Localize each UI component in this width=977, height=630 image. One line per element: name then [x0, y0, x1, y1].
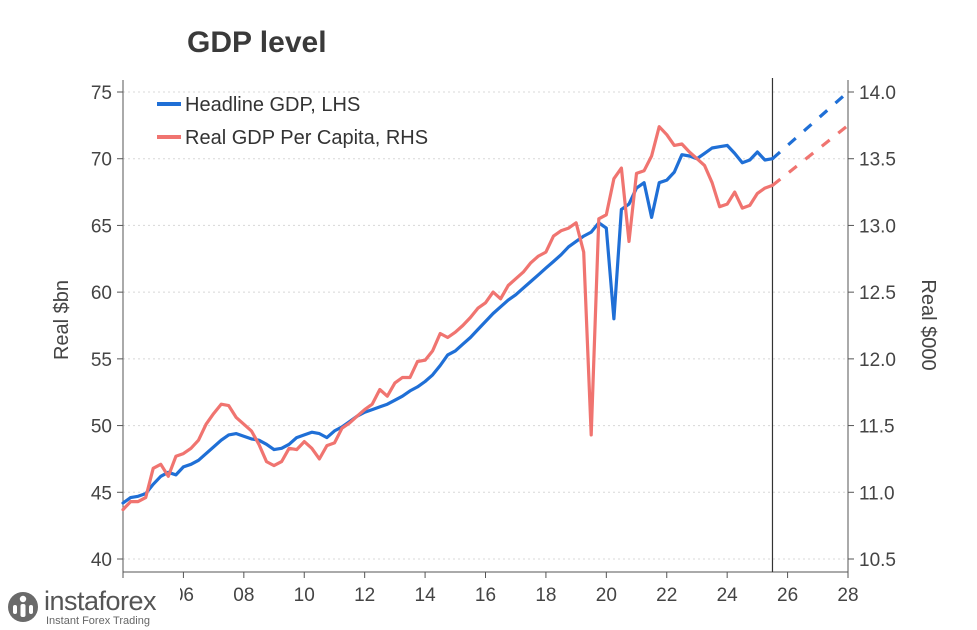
series-lines: [121, 90, 850, 512]
y-left-tick-label: 60: [91, 283, 112, 304]
y-axis-right-label: Real $000: [917, 279, 939, 370]
watermark-tagline: Instant Forex Trading: [46, 615, 150, 627]
x-tick-label: 26: [777, 585, 798, 606]
y-axis-left-label: Real $bn: [51, 280, 73, 360]
x-tick-label: 08: [233, 585, 254, 606]
x-tick-label: 16: [475, 585, 496, 606]
y-right-tick-label: 10.5: [859, 550, 896, 571]
y-left-tick-label: 55: [91, 350, 112, 371]
y-right-tick-label: 12.0: [859, 350, 896, 371]
x-tick-label: 22: [656, 585, 677, 606]
y-left-tick-label: 45: [91, 483, 112, 504]
x-tick-label: 12: [354, 585, 375, 606]
y-right-tick-label: 13.0: [859, 216, 896, 237]
instaforex-logo-icon: [8, 592, 38, 622]
forecast-series-line: [771, 124, 849, 187]
x-tick-label: 14: [415, 585, 437, 606]
y-right-tick-label: 13.5: [859, 150, 896, 171]
y-left-tick-label: 70: [91, 150, 112, 171]
chart-title: GDP level: [187, 26, 327, 59]
y-right-tick-label: 11.5: [859, 417, 895, 438]
x-tick-label: 20: [596, 585, 617, 606]
y-left-tick-label: 40: [91, 550, 112, 571]
watermark: instaforex Instant Forex Trading: [0, 586, 180, 630]
y-left-tick-label: 65: [91, 216, 112, 237]
legend-label: Real GDP Per Capita, RHS: [185, 127, 428, 149]
legend: Headline GDP, LHS Real GDP Per Capita, RH…: [157, 94, 428, 149]
y-left-tick-label: 75: [91, 83, 112, 104]
x-tick-label: 18: [535, 585, 556, 606]
x-tick-label: 10: [294, 585, 315, 606]
series-line: [121, 125, 775, 512]
axes: 40 45 50 55 60 65 70 75 10.5 11.0 11.5 12.0 12.5 13.0…: [91, 78, 896, 606]
series-line: [121, 143, 775, 505]
x-tick-label: 24: [717, 585, 739, 606]
x-tick-label: 28: [837, 585, 858, 606]
legend-label: Headline GDP, LHS: [185, 94, 360, 116]
forecast-series-line: [771, 90, 850, 160]
watermark-name: instaforex: [44, 586, 157, 616]
gridlines: [123, 91, 848, 560]
y-right-tick-label: 14.0: [859, 83, 896, 104]
y-right-tick-label: 12.5: [859, 283, 896, 304]
y-left-tick-label: 50: [91, 417, 112, 438]
y-right-tick-label: 11.0: [859, 483, 895, 504]
